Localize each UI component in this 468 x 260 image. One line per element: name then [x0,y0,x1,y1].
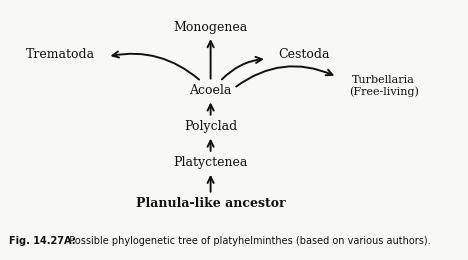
Text: Acoela: Acoela [190,84,232,97]
Text: Polyclad: Polyclad [184,120,237,133]
Text: Trematoda: Trematoda [26,48,95,61]
Text: Turbellaria
(Free-living): Turbellaria (Free-living) [349,75,419,97]
Text: Cestoda: Cestoda [278,48,330,61]
Text: Platyctenea: Platyctenea [174,156,248,169]
Text: Possible phylogenetic tree of platyhelminthes (based on various authors).: Possible phylogenetic tree of platyhelmi… [63,236,431,246]
Text: Planula-like ancestor: Planula-like ancestor [136,197,285,210]
Text: Monogenea: Monogenea [174,21,248,34]
Text: Fig. 14.27A:: Fig. 14.27A: [9,236,76,246]
